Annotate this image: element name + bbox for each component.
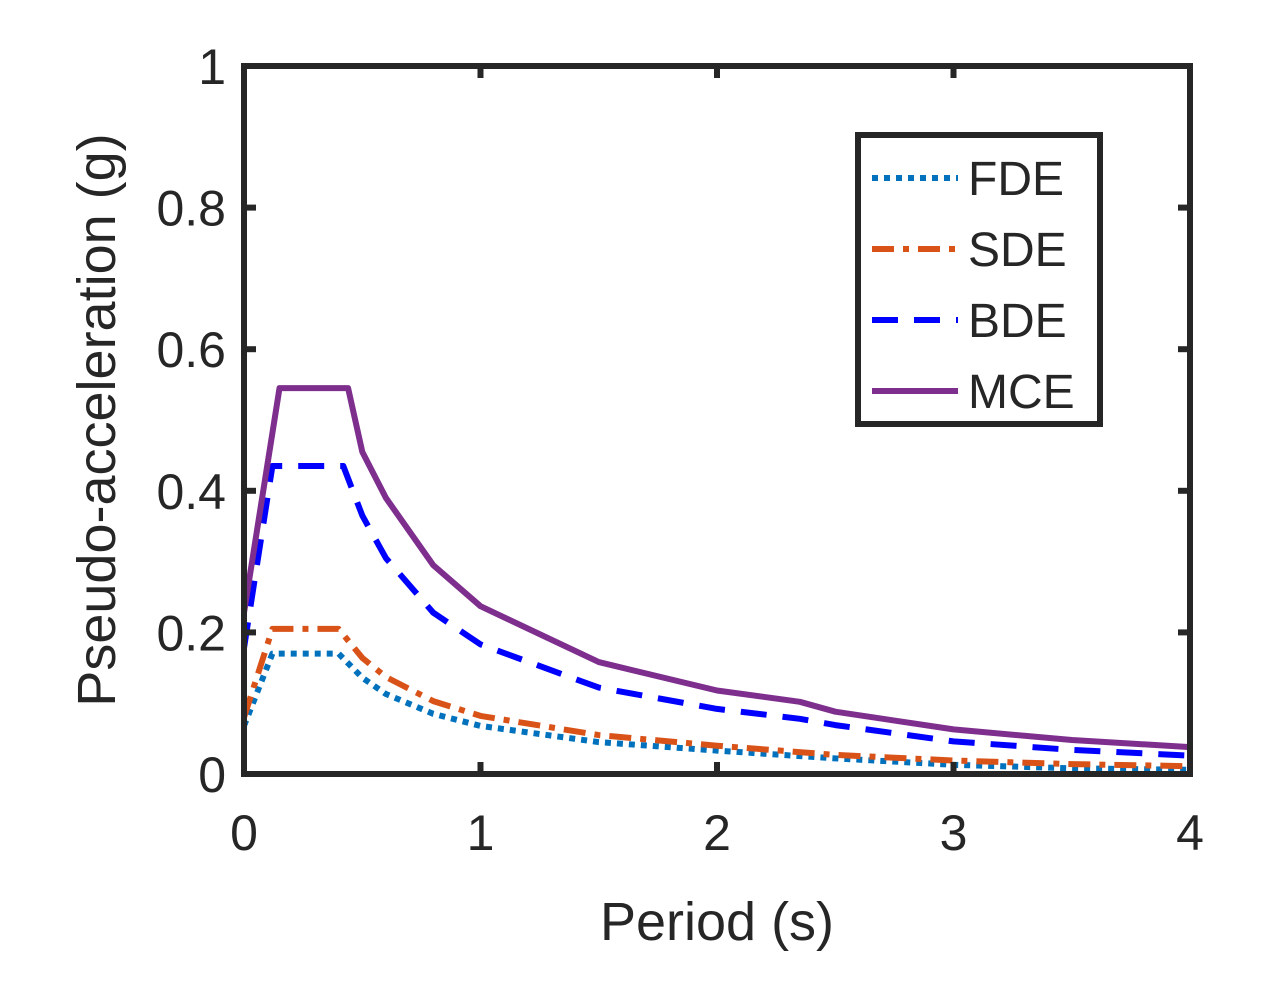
y-tick-label: 0 xyxy=(198,747,226,803)
x-tick-label: 0 xyxy=(230,805,258,861)
x-tick-label: 1 xyxy=(467,805,495,861)
x-tick-label: 2 xyxy=(703,805,731,861)
y-tick-label: 0.8 xyxy=(156,181,226,237)
legend-label-bde: BDE xyxy=(968,295,1067,348)
series-line-sde xyxy=(241,625,1191,770)
legend: FDE SDE BDE MCE xyxy=(855,132,1103,427)
y-tick-label: 1 xyxy=(198,39,226,95)
y-tick-label: 0.4 xyxy=(156,464,226,520)
x-tick-label: 3 xyxy=(940,805,968,861)
tick-layer: 0 1 2 3 4 0 0.2 0.4 0.6 0.8 1 xyxy=(156,39,1203,861)
legend-items: FDE SDE BDE MCE xyxy=(872,153,1075,419)
series-line-mce xyxy=(241,385,1191,751)
x-axis-title: Period (s) xyxy=(600,892,834,952)
y-axis-title: Pseudo-acceleration (g) xyxy=(67,133,127,706)
legend-label-mce: MCE xyxy=(968,366,1075,419)
x-tick-label: 4 xyxy=(1176,805,1204,861)
y-tick-label: 0.2 xyxy=(156,605,226,661)
legend-label-sde: SDE xyxy=(968,224,1067,277)
y-tick-label: 0.6 xyxy=(156,322,226,378)
legend-box xyxy=(855,132,1103,427)
legend-label-fde: FDE xyxy=(968,153,1064,206)
series-layer xyxy=(241,385,1191,773)
series-line-bde xyxy=(241,463,1191,759)
